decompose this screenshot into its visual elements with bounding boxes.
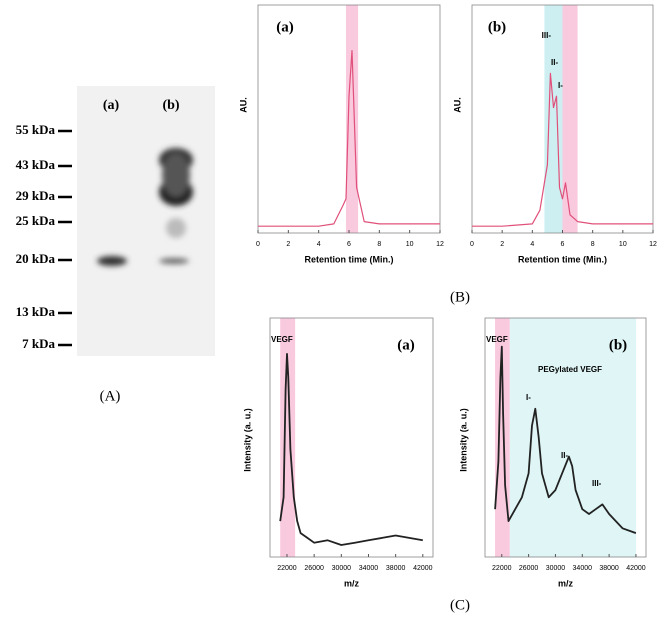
annotation: II- xyxy=(561,451,568,460)
x-tick-label: 30000 xyxy=(332,565,352,572)
highlight-band xyxy=(562,5,578,233)
x-tick-label: 12 xyxy=(436,241,444,248)
x-tick-label: 26000 xyxy=(304,565,324,572)
plot-frame xyxy=(269,317,434,558)
y-axis-label: Intensity (a. u.) xyxy=(458,408,468,472)
x-tick-label: 6 xyxy=(561,241,565,248)
annotation: I- xyxy=(558,81,563,90)
x-tick-label: 22000 xyxy=(277,565,297,572)
x-tick-label: 10 xyxy=(619,241,627,248)
panel-label: (b) xyxy=(488,19,506,35)
x-tick-label: 0 xyxy=(256,241,260,248)
panel-label: (a) xyxy=(276,19,294,35)
x-tick-label: 6 xyxy=(347,241,351,248)
annotation: III- xyxy=(542,31,552,40)
annotation: I- xyxy=(526,393,531,402)
marker-label: 25 kDa xyxy=(16,213,56,228)
annotation: II- xyxy=(551,58,558,67)
annotation: VEGF xyxy=(486,335,508,344)
annotation: PEGylated VEGF xyxy=(538,365,602,374)
annotation: III- xyxy=(592,479,602,488)
data-line xyxy=(472,72,653,227)
x-tick-label: 30000 xyxy=(546,565,566,572)
x-tick-label: 34000 xyxy=(573,565,593,572)
x-tick-label: 42000 xyxy=(626,565,646,572)
panel-caption: (A) xyxy=(100,388,121,404)
x-axis-label: Retention time (Min.) xyxy=(518,254,607,264)
marker-label: 13 kDa xyxy=(16,304,56,319)
x-tick-label: 4 xyxy=(317,241,321,248)
gel-image xyxy=(77,86,215,356)
annotation: VEGF xyxy=(271,335,293,344)
x-tick-label: 2 xyxy=(500,241,504,248)
marker-label: 55 kDa xyxy=(16,122,56,137)
panel-label: (b) xyxy=(609,337,627,353)
y-axis-label: Intensity (a. u.) xyxy=(242,408,252,472)
plot-frame xyxy=(484,317,647,558)
panel-label: (a) xyxy=(397,337,415,353)
panel-caption: (B) xyxy=(450,289,470,305)
data-line xyxy=(258,50,440,227)
x-tick-label: 38000 xyxy=(386,565,406,572)
x-tick-label: 34000 xyxy=(359,565,379,572)
panel-caption: (C) xyxy=(450,597,470,613)
gel-bands xyxy=(97,148,193,266)
x-tick-label: 12 xyxy=(649,241,657,248)
marker-label: 29 kDa xyxy=(16,188,56,203)
marker-label: 7 kDa xyxy=(22,336,55,351)
y-axis-label: AU. xyxy=(238,97,248,113)
data-line xyxy=(494,345,637,534)
x-tick-label: 0 xyxy=(470,241,474,248)
x-axis-label: m/z xyxy=(558,578,574,588)
x-axis-label: m/z xyxy=(344,578,360,588)
lane-label: (b) xyxy=(162,98,179,113)
x-tick-label: 38000 xyxy=(599,565,619,572)
x-tick-label: 4 xyxy=(530,241,534,248)
x-tick-label: 8 xyxy=(377,241,381,248)
x-tick-label: 10 xyxy=(406,241,414,248)
x-tick-label: 26000 xyxy=(519,565,539,572)
data-line xyxy=(279,353,423,546)
highlight-band xyxy=(544,5,563,233)
x-tick-label: 8 xyxy=(591,241,595,248)
x-tick-label: 42000 xyxy=(413,565,433,572)
x-tick-label: 2 xyxy=(286,241,290,248)
highlight-band xyxy=(345,5,359,233)
marker-label: 43 kDa xyxy=(16,157,56,172)
x-tick-label: 22000 xyxy=(492,565,512,572)
x-axis-label: Retention time (Min.) xyxy=(305,254,394,264)
marker-label: 20 kDa xyxy=(16,251,56,266)
y-axis-label: AU. xyxy=(452,97,462,113)
lane-label: (a) xyxy=(103,98,120,113)
